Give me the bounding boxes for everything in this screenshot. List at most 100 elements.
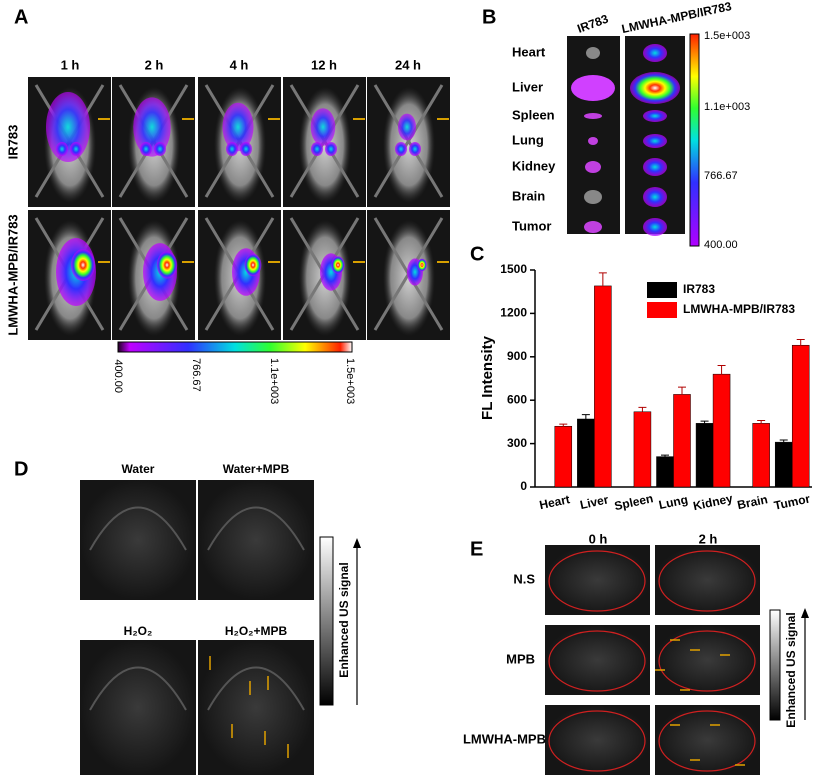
bar (656, 456, 674, 488)
mouse-limb (373, 84, 444, 198)
panel-label: D (14, 458, 28, 480)
x-tick-label: Brain (736, 492, 769, 512)
organ (643, 110, 667, 122)
x-tick-label: Liver (579, 492, 610, 512)
us-image (80, 480, 196, 600)
colorbar (769, 609, 781, 721)
signal (331, 256, 345, 274)
signal (222, 102, 254, 152)
error-bar (678, 386, 686, 395)
legend-swatch (647, 282, 677, 298)
time-label: 12 h (311, 57, 337, 72)
colorbar (319, 536, 334, 706)
time-label: 2 h (145, 57, 164, 72)
signal (409, 142, 421, 156)
error-bar (700, 420, 709, 424)
colorbar-tick: 1.1e+003 (268, 358, 280, 404)
organ (630, 72, 680, 104)
panel-label: E (470, 538, 483, 560)
bar (774, 441, 793, 488)
colorbar-tick: 1.1e+003 (704, 101, 750, 113)
image-label: Water+MPB (223, 462, 290, 476)
signal (244, 253, 262, 277)
image-label: H₂O₂+MPB (225, 624, 288, 638)
y-axis-title: FL Intensity (479, 335, 496, 420)
panel-label: C (470, 243, 484, 265)
organ (586, 47, 600, 59)
legend-swatch (647, 302, 677, 318)
colorbar-tick: 400.00 (112, 359, 124, 393)
bar (695, 423, 714, 488)
organ-label: Brain (512, 188, 545, 203)
organ (584, 113, 602, 119)
bar (673, 394, 691, 488)
error-bar (757, 419, 766, 424)
signal (395, 142, 407, 156)
x-tick-label: Tumor (773, 491, 812, 512)
image-layer (28, 36, 809, 775)
organ (585, 161, 601, 173)
image-label: Water (122, 462, 155, 476)
signal (133, 97, 171, 157)
signal (71, 249, 95, 281)
error-bar (638, 406, 647, 412)
arrow-head (801, 608, 809, 618)
us-image (655, 625, 760, 695)
y-tick-label: 0 (520, 479, 527, 493)
bar-chart: 0 300 600 900 1200 1500 Heart Liver Spleen Lung Ki… (500, 262, 812, 513)
time-label: 24 h (395, 57, 421, 72)
y-tick-label: 1500 (500, 262, 527, 276)
organ-label: Liver (512, 79, 543, 94)
us-image (198, 640, 314, 775)
signal (70, 142, 82, 156)
x-tick-label: Spleen (613, 491, 654, 513)
error-bar (779, 439, 788, 443)
error-bar (559, 423, 568, 427)
us-arc (207, 506, 305, 551)
row-label: N.S (513, 571, 535, 586)
time-label: 1 h (61, 57, 80, 72)
organ (643, 134, 667, 148)
panel-label: B (482, 6, 496, 28)
organ (588, 137, 598, 145)
organ (584, 190, 602, 204)
us-image (545, 545, 650, 615)
us-arc (89, 506, 187, 551)
x-tick-label: Heart (538, 492, 571, 512)
legend-label: LMWHA-MPB/IR783 (683, 302, 795, 316)
x-tick-label: Lung (658, 492, 690, 512)
roi (548, 710, 646, 772)
x-tick-label: Kidney (692, 491, 734, 513)
signal (56, 142, 68, 156)
us-arc (89, 666, 187, 711)
signal (156, 251, 178, 279)
us-image (545, 625, 650, 695)
bar (752, 423, 770, 488)
organ (584, 221, 602, 233)
organ (643, 218, 667, 236)
organ-image (567, 36, 620, 234)
organ (571, 75, 615, 101)
bar (633, 411, 652, 488)
bar (594, 285, 612, 488)
colorbar-tick: 400.00 (704, 239, 738, 251)
colorbar-tick: 1.5e+003 (344, 358, 356, 404)
us-image (655, 545, 760, 615)
signal (397, 113, 417, 141)
row-label: IR783 (5, 125, 20, 160)
roi (658, 550, 756, 612)
signal (46, 92, 90, 162)
row-label: LMWHA-MPB (463, 731, 546, 746)
bar (791, 344, 810, 488)
time-label: 4 h (230, 57, 249, 72)
signal (325, 142, 337, 156)
bar (712, 373, 731, 488)
arrow-head (353, 538, 361, 548)
organ (643, 187, 667, 207)
organ-label: Spleen (512, 107, 555, 122)
time-label: 2 h (699, 531, 718, 546)
bar (577, 418, 595, 488)
panel-label: A (14, 6, 28, 28)
y-tick-label: 900 (507, 349, 527, 363)
